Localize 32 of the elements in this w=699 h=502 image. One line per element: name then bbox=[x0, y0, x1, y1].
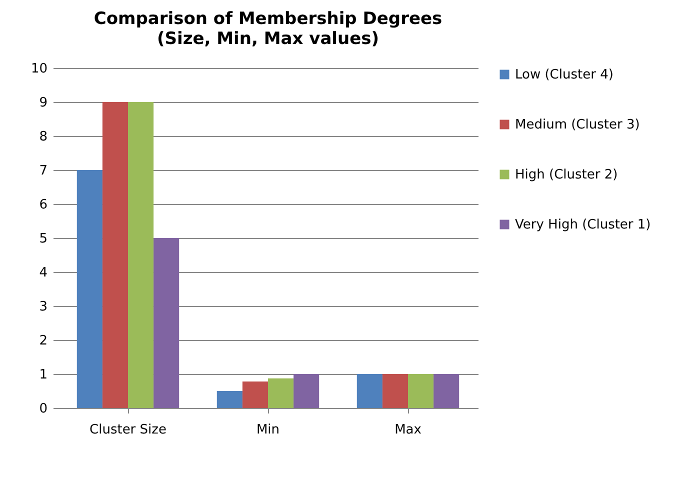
x-tick-label: Max bbox=[394, 422, 422, 438]
bar bbox=[128, 102, 154, 408]
y-tick-label: 0 bbox=[39, 402, 48, 416]
bar bbox=[356, 374, 382, 408]
bar bbox=[294, 374, 320, 408]
bar bbox=[434, 374, 460, 408]
y-tick-label: 7 bbox=[39, 164, 48, 178]
bar bbox=[382, 374, 408, 408]
y-tick-label: 6 bbox=[39, 198, 48, 212]
bar bbox=[268, 378, 294, 408]
legend-label: Medium (Cluster 3) bbox=[515, 118, 640, 132]
legend-label: Low (Cluster 4) bbox=[515, 68, 614, 82]
legend-label: High (Cluster 2) bbox=[515, 168, 618, 182]
bar bbox=[408, 374, 434, 408]
bar bbox=[76, 170, 102, 408]
x-tick-label: Min bbox=[256, 422, 280, 438]
y-tick-label: 2 bbox=[39, 334, 48, 348]
x-tick-label: Cluster Size bbox=[90, 422, 166, 438]
y-tick-label: 8 bbox=[39, 130, 48, 144]
chart-title: Comparison of Membership Degrees bbox=[94, 9, 442, 29]
y-tick-label: 1 bbox=[39, 368, 48, 382]
bar bbox=[242, 381, 268, 408]
legend-label: Very High (Cluster 1) bbox=[515, 218, 651, 232]
bar bbox=[216, 391, 242, 408]
bar bbox=[154, 238, 180, 408]
chart-subtitle: (Size, Min, Max values) bbox=[156, 29, 380, 49]
y-tick-label: 5 bbox=[39, 232, 48, 246]
y-tick-label: 9 bbox=[39, 96, 48, 110]
y-tick-label: 3 bbox=[39, 300, 48, 314]
y-tick-label: 10 bbox=[30, 62, 48, 76]
y-tick-label: 4 bbox=[39, 266, 48, 280]
bar bbox=[102, 102, 128, 408]
